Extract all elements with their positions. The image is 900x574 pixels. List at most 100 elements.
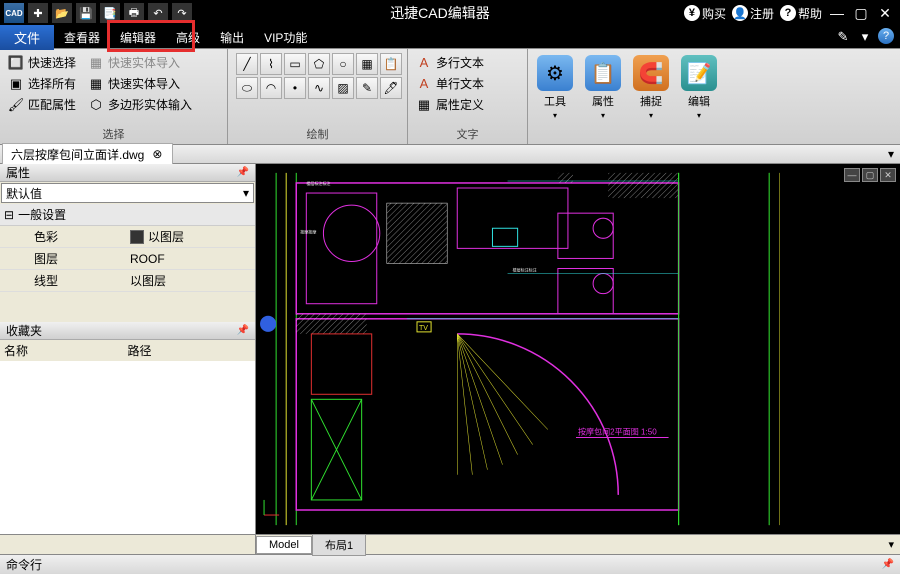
- ellipse-tool[interactable]: ⬭: [236, 77, 258, 99]
- quick-select-button[interactable]: 🔲快速选择: [8, 53, 76, 72]
- editor-menu[interactable]: 编辑器: [110, 26, 166, 49]
- doctab-dropdown-icon[interactable]: ▾: [888, 147, 900, 161]
- print-icon[interactable]: 🖶: [124, 3, 144, 23]
- left-panel: 属性 📌 默认值 ▾ ⊟一般设置 色彩 以图层 图层 ROOF 线型 以图层 收…: [0, 164, 256, 534]
- buy-button[interactable]: ¥购买: [684, 5, 726, 22]
- single-text-label: 单行文本: [436, 75, 484, 92]
- minimize-button[interactable]: —: [828, 4, 846, 22]
- combo-dropdown-icon: ▾: [243, 186, 249, 200]
- redo-icon[interactable]: ↷: [172, 3, 192, 23]
- tools-button[interactable]: ⚙工具▾: [532, 53, 578, 140]
- menu-bar: 文件 查看器 编辑器 高级 输出 VIP功能 ✎ ▾ ?: [0, 26, 900, 48]
- layer-value: ROOF: [130, 252, 255, 266]
- layout1-tab[interactable]: 布局1: [312, 534, 366, 556]
- help-icon[interactable]: ?: [878, 28, 894, 44]
- viewport-max-icon[interactable]: ▢: [862, 168, 878, 182]
- saveas-icon[interactable]: 📑: [100, 3, 120, 23]
- command-line[interactable]: 命令行 📌: [0, 554, 900, 574]
- drawing-canvas[interactable]: — ▢ ✕: [256, 164, 900, 534]
- rect-tool[interactable]: ▭: [284, 53, 306, 75]
- tools-label: 工具: [544, 93, 566, 109]
- undo-icon[interactable]: ↶: [148, 3, 168, 23]
- block-tool[interactable]: ▦: [356, 53, 378, 75]
- polyline-tool[interactable]: ⌇: [260, 53, 282, 75]
- model-tab[interactable]: Model: [256, 536, 312, 554]
- pen-tool[interactable]: ✎: [356, 77, 378, 99]
- select-group: 🔲快速选择 ▣选择所有 🖌匹配属性 ▦快速实体导入 ▦快速实体导入 ⬡多边形实体…: [0, 49, 228, 144]
- new-icon[interactable]: ✚: [28, 3, 48, 23]
- match-props-button[interactable]: 🖌匹配属性: [8, 95, 76, 114]
- register-button[interactable]: 👤注册: [732, 5, 774, 22]
- favorites-columns: 名称 路径: [0, 340, 255, 361]
- close-tab-icon[interactable]: ⊗: [150, 147, 164, 161]
- poly-entity-button[interactable]: ⬡多边形实体输入: [88, 95, 192, 114]
- hatch-tool[interactable]: ▨: [332, 77, 354, 99]
- linetype-row[interactable]: 线型 以图层: [0, 270, 255, 292]
- line-tool[interactable]: ╱: [236, 53, 258, 75]
- select-all-label: 选择所有: [28, 75, 76, 92]
- dropdown-icon[interactable]: ▾: [856, 28, 874, 46]
- open-icon[interactable]: 📂: [52, 3, 72, 23]
- single-text-button[interactable]: A单行文本: [416, 74, 519, 93]
- polygon-tool[interactable]: ⬠: [308, 53, 330, 75]
- dot-tool[interactable]: •: [284, 77, 306, 99]
- prop-def-button[interactable]: ▦属性定义: [416, 95, 519, 114]
- color-key: 色彩: [0, 228, 130, 245]
- props-label: 属性: [592, 93, 614, 109]
- edit-button[interactable]: 📝编辑▾: [676, 53, 722, 140]
- app-icon[interactable]: CAD: [4, 3, 24, 23]
- arc-tool[interactable]: ◠: [260, 77, 282, 99]
- favorites-header: 收藏夹 📌: [0, 322, 255, 340]
- maximize-button[interactable]: ▢: [852, 4, 870, 22]
- viewport-close-icon[interactable]: ✕: [880, 168, 896, 182]
- color-row[interactable]: 色彩 以图层: [0, 226, 255, 248]
- single-text-icon: A: [416, 76, 432, 92]
- paste-tool[interactable]: 📋: [380, 53, 402, 75]
- save-icon[interactable]: 💾: [76, 3, 96, 23]
- file-menu[interactable]: 文件: [0, 25, 54, 50]
- close-button[interactable]: ✕: [876, 4, 894, 22]
- general-settings-section[interactable]: ⊟一般设置: [0, 204, 255, 226]
- text-group: A多行文本 A单行文本 ▦属性定义 文字: [408, 49, 528, 144]
- quick-entity-label: 快速实体导入: [108, 54, 180, 71]
- default-value-combo[interactable]: 默认值 ▾: [1, 183, 254, 203]
- quick-entity-import-button2[interactable]: ▦快速实体导入: [88, 74, 192, 93]
- svg-text:楼层标注标注: 楼层标注标注: [513, 267, 537, 273]
- advanced-menu[interactable]: 高级: [166, 26, 210, 49]
- help-button[interactable]: ?帮助: [780, 5, 822, 22]
- vip-menu[interactable]: VIP功能: [254, 26, 317, 49]
- big-buttons-group: ⚙工具▾ 📋属性▾ 🧲捕捉▾ 📝编辑▾: [528, 49, 726, 144]
- color-swatch: [130, 230, 144, 244]
- fav-pin-icon[interactable]: 📌: [237, 325, 249, 336]
- circle-tool[interactable]: ○: [332, 53, 354, 75]
- quick-select-icon: 🔲: [8, 55, 24, 71]
- quick-select-label: 快速选择: [28, 54, 76, 71]
- cmdline-pin-icon[interactable]: 📌: [882, 559, 894, 570]
- viewport-controls: — ▢ ✕: [844, 168, 896, 182]
- tools-icon: ⚙: [537, 55, 573, 91]
- marker-tool[interactable]: 🖊: [380, 77, 402, 99]
- match-props-icon: 🖌: [8, 97, 24, 113]
- quick-access-toolbar: CAD ✚ 📂 💾 📑 🖶 ↶ ↷: [0, 3, 196, 23]
- viewer-menu[interactable]: 查看器: [54, 26, 110, 49]
- snap-button[interactable]: 🧲捕捉▾: [628, 53, 674, 140]
- layer-row[interactable]: 图层 ROOF: [0, 248, 255, 270]
- pin-icon[interactable]: 📌: [237, 167, 249, 178]
- cad-drawing: TV 按摩包间2平面图 1:50 楼层标注标注 楼层标注标注 按摩按摩: [256, 164, 900, 534]
- document-tab-bar: 六层按摩包间立面详.dwg ⊗ ▾: [0, 144, 900, 164]
- select-all-button[interactable]: ▣选择所有: [8, 74, 76, 93]
- props-button[interactable]: 📋属性▾: [580, 53, 626, 140]
- edit-icon: 📝: [681, 55, 717, 91]
- multi-text-button[interactable]: A多行文本: [416, 53, 519, 72]
- layout-dropdown-icon[interactable]: ▾: [888, 538, 900, 551]
- ribbon: 🔲快速选择 ▣选择所有 🖌匹配属性 ▦快速实体导入 ▦快速实体导入 ⬡多边形实体…: [0, 48, 900, 144]
- document-name: 六层按摩包间立面详.dwg: [11, 146, 144, 163]
- output-menu[interactable]: 输出: [210, 26, 254, 49]
- select-group-label: 选择: [8, 124, 219, 142]
- spline-tool[interactable]: ∿: [308, 77, 330, 99]
- path-column: 路径: [128, 342, 252, 359]
- command-line-label: 命令行: [6, 556, 42, 573]
- document-tab[interactable]: 六层按摩包间立面详.dwg ⊗: [2, 143, 173, 166]
- viewport-min-icon[interactable]: —: [844, 168, 860, 182]
- pencil-icon[interactable]: ✎: [834, 28, 852, 46]
